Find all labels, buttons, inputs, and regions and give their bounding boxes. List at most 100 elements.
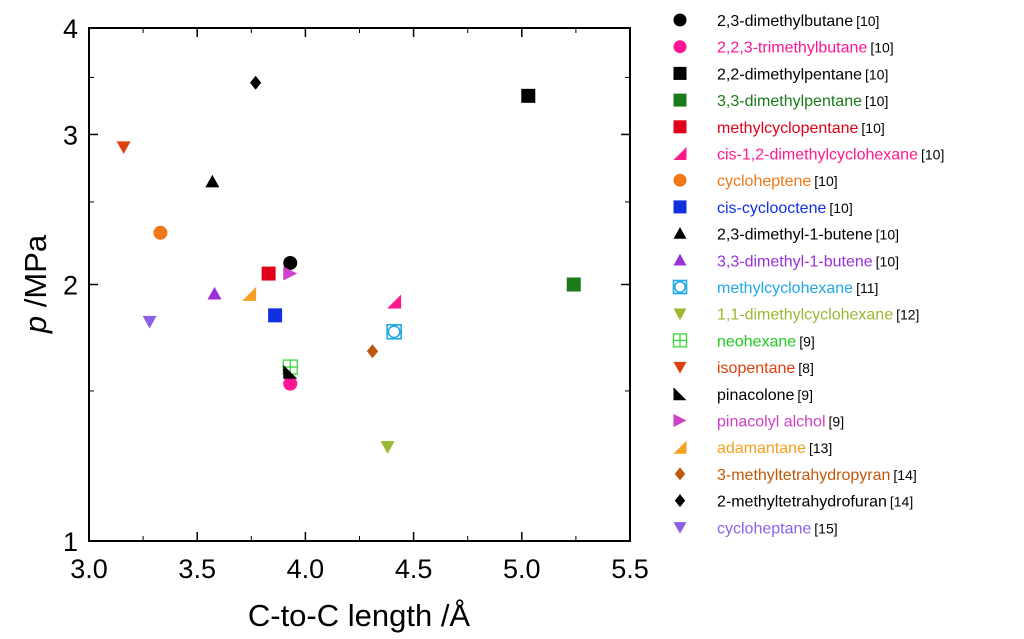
legend-entry-name: 3,3-dimethylpentane: [717, 93, 862, 110]
legend-entry-name: 2,2,3-trimethylbutane: [717, 40, 867, 57]
legend-entry: 3,3-dimethylpentane [10]: [717, 93, 888, 110]
data-point: [366, 344, 379, 359]
legend-entry-ref: [10]: [814, 173, 837, 189]
data-point: [116, 141, 131, 155]
y-tick-label: 2: [63, 271, 78, 301]
legend-entry-ref: [10]: [829, 200, 852, 216]
y-tick-label: 1: [63, 527, 78, 557]
legend-entry-name: 2,3-dimethyl-1-butene: [717, 227, 873, 244]
legend-marker: [673, 414, 687, 427]
y-tick-label: 4: [63, 14, 78, 44]
data-point: [521, 88, 536, 103]
data-point: [283, 255, 298, 270]
legend-entry-name: cycloheptane: [717, 520, 811, 537]
x-tick-label: 4.0: [287, 554, 325, 584]
data-point: [205, 174, 220, 188]
data-point: [261, 266, 276, 281]
legend-marker: [674, 467, 686, 481]
data-point: [153, 225, 168, 240]
legend-entry-name: pinacolone: [717, 387, 795, 404]
legend-marker: [673, 440, 687, 454]
legend-entry: pinacolyl alchol [9]: [717, 414, 844, 431]
legend-entry: cycloheptane [15]: [717, 520, 838, 537]
legend-entry-name: cis-1,2-dimethylcyclohexane: [717, 147, 918, 164]
legend-entry: cycloheptene [10]: [717, 173, 838, 190]
data-point: [142, 315, 157, 329]
legend-marker: [673, 522, 687, 534]
legend-marker: [673, 120, 687, 134]
legend-entry-ref: [14]: [893, 467, 916, 483]
data-point: [380, 441, 395, 454]
legend-entry-name: neohexane: [717, 333, 796, 350]
x-tick-label: 3.0: [70, 554, 108, 584]
x-tick-label: 3.5: [178, 554, 216, 584]
legend-entry-name: cycloheptene: [717, 173, 811, 190]
legend-entry-ref: [10]: [856, 13, 879, 29]
legend-entry-ref: [9]: [829, 414, 845, 430]
y-axis-title-symbol: p: [18, 316, 53, 334]
data-point: [242, 286, 257, 301]
legend-entry-ref: [10]: [865, 93, 888, 109]
legend-entry-name: methylcyclohexane: [717, 280, 853, 297]
legend-entry-name: 3-methyltetrahydropyran: [717, 467, 890, 484]
y-axis-title-unit: /MPa: [18, 234, 53, 316]
legend: 2,3-dimethylbutane [10] 2,2,3-trimethylbut…: [672, 13, 944, 537]
legend-entry-ref: [10]: [921, 147, 944, 163]
legend-entry-name: 3,3-dimethyl-1-butene: [717, 253, 873, 270]
legend-entry: 2,3-dimethyl-1-butene [10]: [717, 227, 899, 244]
data-point: [207, 286, 222, 300]
data-point: [268, 308, 283, 323]
legend-entry-name: pinacolyl alchol: [717, 414, 826, 431]
legend-entry-ref: [14]: [890, 494, 913, 510]
legend-marker: [673, 253, 687, 266]
data-point: [387, 294, 402, 309]
legend-entry: cis-cyclooctene [10]: [717, 200, 853, 217]
legend-entry-ref: [15]: [814, 520, 837, 536]
x-tick-label: 5.5: [611, 554, 649, 584]
legend-entry-ref: [10]: [861, 120, 884, 136]
legend-marker: [673, 147, 687, 160]
legend-entry: 1,1-dimethylcyclohexane [12]: [717, 307, 919, 324]
legend-entry: pinacolone [9]: [717, 387, 813, 404]
legend-entry: methylcyclohexane [11]: [717, 280, 878, 297]
legend-entry-ref: [10]: [876, 253, 899, 269]
data-point: [566, 277, 581, 292]
data-point: [283, 376, 298, 391]
legend-entry-name: 1,1-dimethylcyclohexane: [717, 307, 893, 324]
axis-ticks: 3.0 3.5 4.0 4.5 5.0 5.5 1 2 3 4: [63, 14, 649, 584]
legend-entry-ref: [10]: [876, 227, 899, 243]
data-point: [283, 266, 298, 281]
data-points: [116, 75, 581, 454]
legend-marker: [673, 227, 687, 239]
x-tick-label: 5.0: [503, 554, 541, 584]
legend-marker: [673, 13, 687, 27]
legend-entry-name: 2,2-dimethylpentane: [717, 66, 862, 83]
legend-entry-ref: [11]: [856, 280, 878, 296]
legend-marker: [672, 279, 688, 295]
legend-entry: isopentane [8]: [717, 360, 814, 377]
legend-entry: 3,3-dimethyl-1-butene [10]: [717, 253, 899, 270]
data-point-square: [386, 324, 402, 340]
legend-entry: 2,2-dimethylpentane [10]: [717, 66, 888, 83]
legend-entry-ref: [10]: [870, 40, 893, 56]
legend-entry-ref: [9]: [799, 333, 815, 349]
legend-marker: [673, 40, 687, 54]
legend-entry: neohexane [9]: [717, 333, 815, 350]
data-point-circle: [387, 325, 401, 339]
legend-entry-name: methylcyclopentane: [717, 120, 859, 137]
legend-marker: [674, 494, 686, 508]
legend-entry: cis-1,2-dimethylcyclohexane [10]: [717, 147, 944, 164]
legend-marker: [673, 387, 687, 401]
legend-entry: 2,3-dimethylbutane [10]: [717, 13, 879, 30]
legend-marker: [673, 361, 687, 374]
data-point: [250, 75, 262, 90]
legend-marker: [672, 333, 688, 348]
legend-marker: [673, 93, 687, 107]
legend-entry-ref: [9]: [797, 387, 813, 403]
y-axis-title: p /MPa: [18, 234, 53, 334]
legend-entry: 2-methyltetrahydrofuran [14]: [717, 494, 913, 511]
legend-entry-ref: [8]: [798, 360, 814, 376]
data-point: [386, 324, 402, 340]
legend-entry-name: 2-methyltetrahydrofuran: [717, 494, 887, 511]
legend-entry: 2,2,3-trimethylbutane [10]: [717, 40, 894, 57]
